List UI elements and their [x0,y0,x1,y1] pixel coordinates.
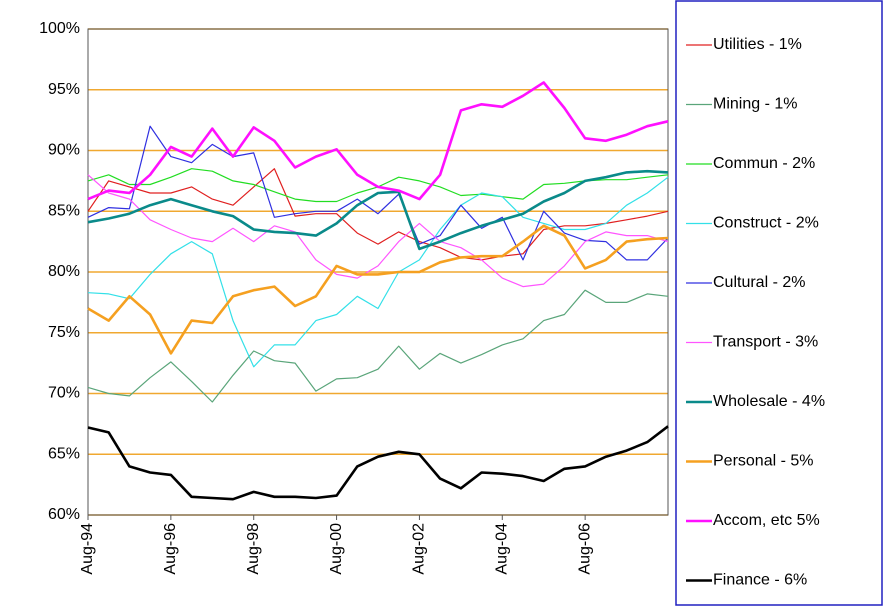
legend-label: Accom, etc 5% [713,512,820,529]
x-tick-label: Aug-00 [328,523,345,575]
y-tick-label: 70% [48,385,80,402]
legend-label: Cultural - 2% [713,274,805,291]
x-tick-label: Aug-98 [245,523,262,575]
x-tick-label: Aug-04 [494,523,511,575]
x-tick-label: Aug-94 [79,523,96,575]
series-line [87,176,669,368]
y-tick-label: 95% [48,81,80,98]
x-tick-label: Aug-96 [162,523,179,575]
legend-label: Personal - 5% [713,453,814,470]
series-line [87,224,669,355]
legend-label: Wholesale - 4% [713,393,825,410]
legend-label: Finance - 6% [713,572,807,589]
legend-box [675,0,883,606]
series-line [87,169,669,251]
series-line [87,168,669,261]
series-line [87,125,669,261]
series-line [87,174,669,288]
plot-frame [87,28,669,516]
y-tick-label: 60% [48,506,80,523]
legend-label: Mining - 1% [713,96,797,113]
y-tick-label: 75% [48,324,80,341]
legend-label: Transport - 3% [713,334,818,351]
series-line [87,81,669,201]
y-tick-label: 85% [48,202,80,219]
y-tick-label: 90% [48,142,80,159]
legend-label: Construct - 2% [713,215,819,232]
series-line [87,425,669,501]
x-tick-label: Aug-06 [576,523,593,575]
x-tick-label: Aug-02 [411,523,428,575]
series-line [87,168,669,203]
y-tick-label: 100% [39,20,80,37]
legend-label: Utilities - 1% [713,36,802,53]
y-tick-label: 65% [48,445,80,462]
legend-label: Commun - 2% [713,155,815,172]
series-line [87,289,669,403]
y-tick-label: 80% [48,263,80,280]
